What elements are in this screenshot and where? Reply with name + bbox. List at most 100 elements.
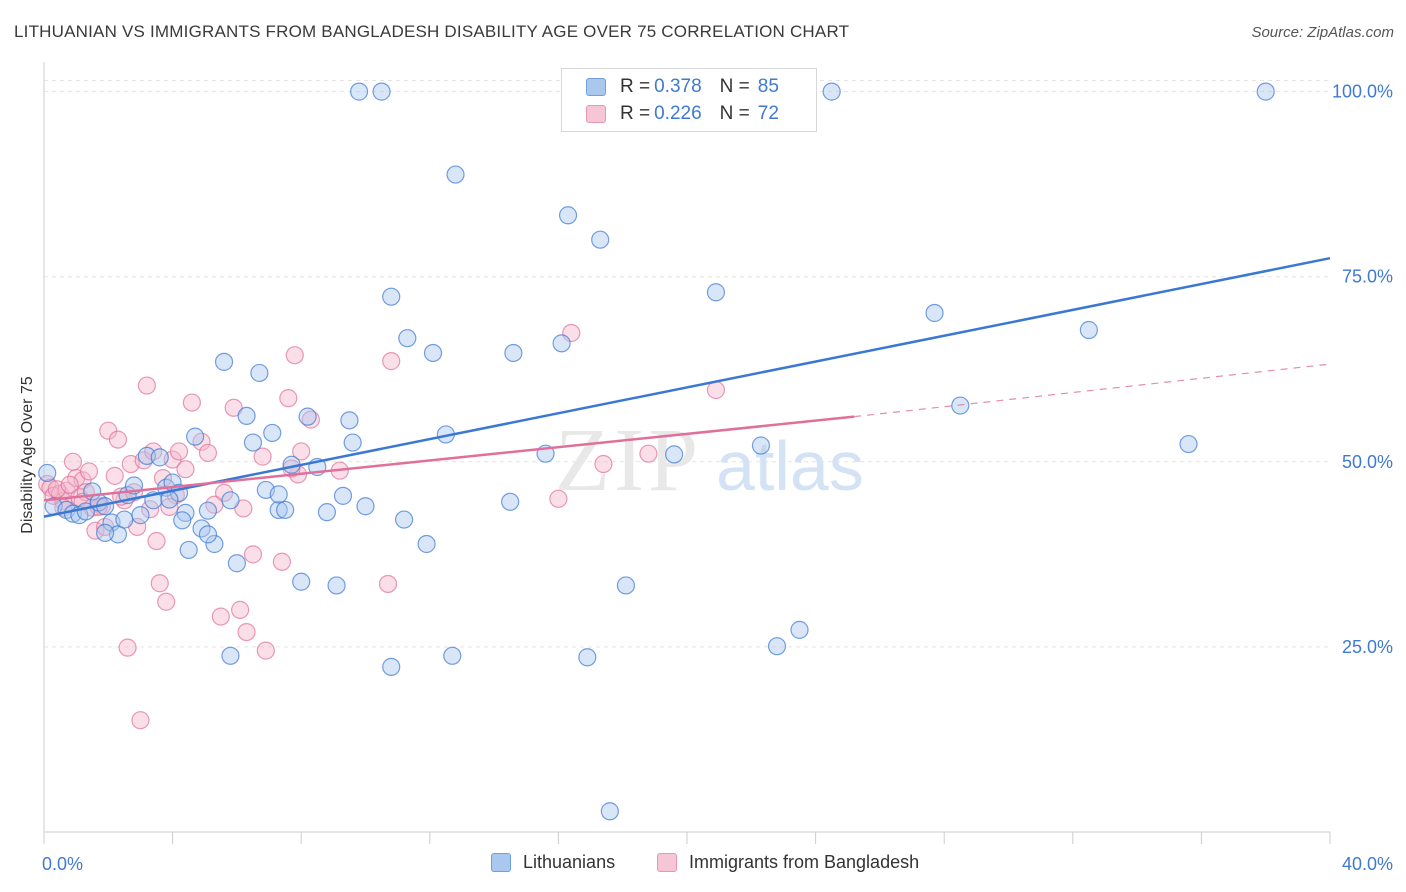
data-point-lithuanians xyxy=(221,491,240,510)
data-point-bangladesh xyxy=(382,352,401,371)
data-point-bangladesh xyxy=(176,460,195,479)
tick-labels: 25.0% 50.0% 75.0% 100.0% 0.0% 40.0% xyxy=(42,82,1393,874)
data-point-lithuanians xyxy=(263,423,282,443)
pink-swatch xyxy=(586,105,606,123)
trend-lines xyxy=(43,256,1331,518)
data-point-lithuanians xyxy=(292,572,311,591)
pink-swatch xyxy=(657,853,677,872)
data-point-lithuanians xyxy=(767,637,787,656)
n-value: 85 xyxy=(757,76,779,97)
legend-row-pink: R = 0.226 N = 72 xyxy=(586,100,779,128)
watermark: ZIP atlas xyxy=(555,411,864,510)
data-point-lithuanians xyxy=(501,492,520,511)
x-tick-label: 0.0% xyxy=(42,854,83,874)
data-point-lithuanians xyxy=(417,534,436,554)
data-point-bangladesh xyxy=(292,442,311,461)
data-point-bangladesh xyxy=(118,638,137,657)
r-value: 0.378 xyxy=(654,76,702,97)
legend-label-bangladesh: Immigrants from Bangladesh xyxy=(689,852,920,872)
data-point-lithuanians xyxy=(398,329,417,348)
data-point-lithuanians xyxy=(214,352,234,371)
legend-label-lithuanians: Lithuanians xyxy=(523,852,616,872)
data-point-lithuanians xyxy=(1256,82,1275,101)
y-tick-label: 100.0% xyxy=(1332,82,1393,102)
data-point-bangladesh xyxy=(234,499,253,518)
data-point-lithuanians xyxy=(665,445,684,464)
n-label: N = xyxy=(719,103,750,124)
r-label: R = xyxy=(620,76,651,97)
data-point-lithuanians xyxy=(340,411,359,430)
data-point-bangladesh xyxy=(153,468,173,488)
data-point-bangladesh xyxy=(214,483,234,503)
data-point-lithuanians xyxy=(423,343,443,363)
data-point-bangladesh xyxy=(231,600,250,619)
y-tick-label: 50.0% xyxy=(1342,452,1393,472)
data-point-lithuanians xyxy=(552,334,571,353)
data-point-bangladesh xyxy=(147,531,166,551)
data-point-bangladesh xyxy=(253,447,272,466)
r-value: 0.226 xyxy=(654,103,702,124)
data-point-bangladesh xyxy=(157,592,176,611)
data-point-lithuanians xyxy=(269,500,288,520)
legend-item-bangladesh: Immigrants from Bangladesh xyxy=(657,852,919,873)
y-tick-label: 75.0% xyxy=(1342,267,1393,287)
data-point-bangladesh xyxy=(237,622,256,642)
data-point-bangladesh xyxy=(594,454,613,474)
n-label: N = xyxy=(719,76,750,97)
data-point-lithuanians xyxy=(822,82,841,101)
pink-series-points xyxy=(38,323,726,730)
data-point-bangladesh xyxy=(285,346,304,365)
data-point-lithuanians xyxy=(1179,434,1198,454)
data-point-lithuanians xyxy=(591,230,610,249)
data-point-bangladesh xyxy=(60,475,79,494)
data-point-bangladesh xyxy=(169,442,189,461)
data-point-lithuanians xyxy=(578,648,597,667)
data-point-bangladesh xyxy=(256,641,275,660)
data-point-lithuanians xyxy=(150,448,169,467)
data-point-bangladesh xyxy=(639,444,658,463)
data-point-lithuanians xyxy=(394,510,414,529)
trend-line-bangladesh-extension xyxy=(854,363,1331,418)
data-point-lithuanians xyxy=(343,433,362,452)
n-value: 72 xyxy=(757,103,779,124)
data-point-lithuanians xyxy=(1079,320,1098,340)
data-point-lithuanians xyxy=(198,501,218,520)
data-point-lithuanians xyxy=(751,436,771,455)
data-point-lithuanians xyxy=(227,554,246,573)
r-label: R = xyxy=(620,103,651,124)
blue-swatch xyxy=(491,853,511,872)
data-point-bangladesh xyxy=(243,545,263,564)
data-point-lithuanians xyxy=(925,303,944,323)
data-point-lithuanians xyxy=(237,406,256,426)
data-point-lithuanians xyxy=(186,427,205,446)
blue-series-points xyxy=(38,82,1275,821)
data-point-lithuanians xyxy=(317,503,337,522)
data-point-bangladesh xyxy=(108,430,128,449)
data-point-bangladesh xyxy=(279,389,298,408)
data-point-lithuanians xyxy=(276,500,295,520)
data-point-bangladesh xyxy=(131,711,150,730)
data-point-bangladesh xyxy=(301,410,320,429)
data-point-bangladesh xyxy=(272,552,292,571)
watermark-atlas: atlas xyxy=(716,427,864,505)
data-point-lithuanians xyxy=(250,363,269,383)
data-point-lithuanians xyxy=(951,396,970,415)
data-point-lithuanians xyxy=(356,497,375,516)
data-point-bangladesh xyxy=(224,398,243,417)
data-point-lithuanians xyxy=(179,540,198,560)
data-point-lithuanians xyxy=(558,206,578,225)
data-point-lithuanians xyxy=(115,510,134,529)
data-point-bangladesh xyxy=(378,574,398,594)
source-label: Source: ZipAtlas.com xyxy=(1251,24,1394,41)
data-point-lithuanians xyxy=(298,407,317,426)
legend-item-lithuanians: Lithuanians xyxy=(491,852,615,873)
data-point-lithuanians xyxy=(243,433,263,452)
data-point-lithuanians xyxy=(504,343,523,363)
data-point-bangladesh xyxy=(211,607,230,626)
data-point-lithuanians xyxy=(616,576,636,595)
data-point-lithuanians xyxy=(443,646,462,665)
trend-line-lithuanians xyxy=(43,256,1331,518)
data-point-lithuanians xyxy=(327,576,346,595)
data-point-bangladesh xyxy=(79,462,99,481)
